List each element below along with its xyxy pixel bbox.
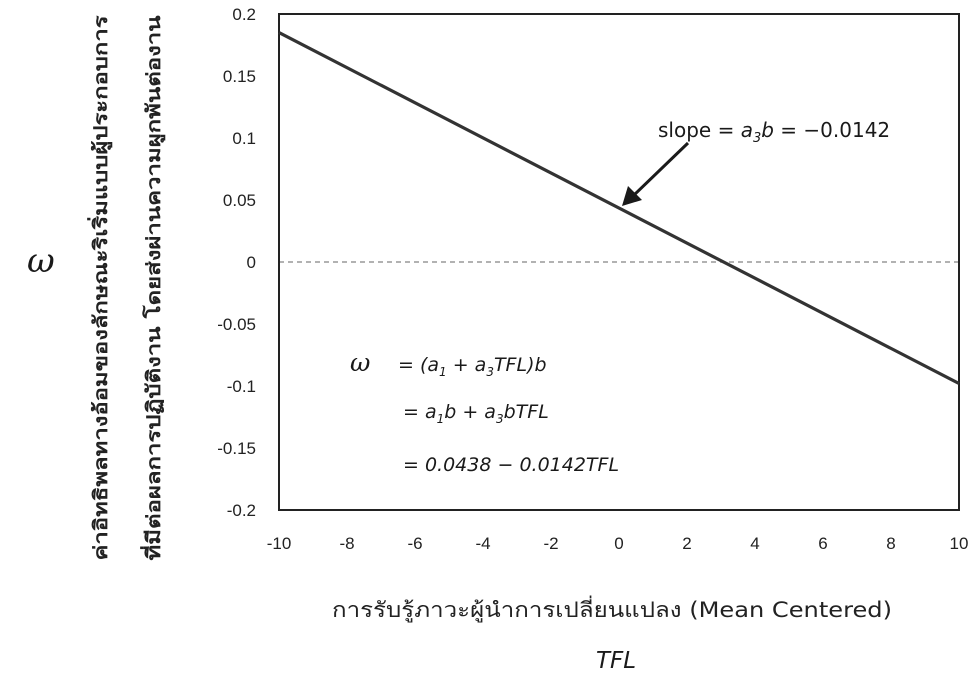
y-tick-label: 0.1 xyxy=(232,129,256,148)
formula-line-2-a: = a xyxy=(403,401,437,423)
x-tick-label: 8 xyxy=(886,534,895,553)
formula-line-2-c: bTFL xyxy=(504,401,549,423)
slope-suffix: = −0.0142 xyxy=(774,118,890,142)
formula-symbol: ω xyxy=(350,348,370,377)
series-layer xyxy=(278,31,960,385)
x-axis-label: การรับรู้ภาวะผู้นำการเปลี่ยนแปลง (Mean C… xyxy=(332,595,892,623)
y-axis-label-line-1: ค่าอิทธิพลทางอ้อมของลักษณะริเริ่มแบบผู้ป… xyxy=(87,15,113,561)
y-tick-label: -0.15 xyxy=(217,439,256,458)
x-tick-label: -10 xyxy=(267,534,292,553)
y-tick-labels: 0.2 0.15 0.1 0.05 0 -0.05 -0.1 -0.15 -0.2 xyxy=(217,5,256,520)
y-tick-label: -0.05 xyxy=(217,315,256,334)
formula-line-1-b: + a xyxy=(447,354,487,376)
x-tick-label: -2 xyxy=(543,534,558,553)
formula-line-2-sub-b: 3 xyxy=(496,412,504,426)
y-tick-label: 0.15 xyxy=(223,67,256,86)
slope-annotation: slope = a3b = −0.0142 xyxy=(622,118,890,206)
y-tick-label: 0 xyxy=(247,253,256,272)
x-tick-label: 6 xyxy=(818,534,827,553)
y-tick-label: -0.2 xyxy=(227,501,256,520)
slope-arrow-shaft xyxy=(632,141,690,197)
slope-prefix: slope = xyxy=(658,118,741,142)
x-tick-label: 2 xyxy=(682,534,691,553)
formula-line-1-c: TFL)b xyxy=(494,354,547,376)
x-tick-label: 0 xyxy=(614,534,623,553)
y-tick-label: 0.05 xyxy=(223,191,256,210)
slope-sub: 3 xyxy=(753,131,761,146)
x-tick-label: 4 xyxy=(750,534,759,553)
formula-line-2-sub-a: 1 xyxy=(437,412,445,426)
x-tick-label: -4 xyxy=(475,534,490,553)
formula-line-2-b: b + a xyxy=(444,401,496,423)
x-tick-label: -8 xyxy=(339,534,354,553)
slope-arrow-head xyxy=(622,186,642,206)
plot-area-frame xyxy=(278,13,960,511)
x-tick-label: -6 xyxy=(407,534,422,553)
formula-line-1: = (a1 + a3TFL)b xyxy=(398,354,547,379)
formula-block: ω = (a1 + a3TFL)b = a1b + a3bTFL = 0.043… xyxy=(350,348,619,476)
x-tick-labels: -10 -8 -6 -4 -2 0 2 4 6 8 10 xyxy=(267,534,969,553)
y-axis-label-line-2: ที่มีต่อผลการปฏิบัติงาน โดยส่งผ่านความผู… xyxy=(140,15,166,560)
series-line-1 xyxy=(278,31,960,385)
slope-a: a xyxy=(741,118,753,142)
formula-line-2: = a1b + a3bTFL xyxy=(403,401,549,426)
y-tick-label: 0.2 xyxy=(232,5,256,24)
x-axis-symbol: TFL xyxy=(596,648,636,674)
slope-annotation-text: slope = a3b = −0.0142 xyxy=(658,118,890,146)
y-axis-symbol: ω xyxy=(27,241,55,281)
formula-line-1-sub-a: 1 xyxy=(439,365,447,379)
formula-line-3: = 0.0438 − 0.0142TFL xyxy=(403,454,619,476)
formula-line-1-a: = (a xyxy=(398,354,439,376)
formula-line-1-sub-b: 3 xyxy=(486,365,494,379)
y-tick-label: -0.1 xyxy=(227,377,256,396)
slope-b: b xyxy=(761,118,774,142)
x-tick-label: 10 xyxy=(950,534,969,553)
